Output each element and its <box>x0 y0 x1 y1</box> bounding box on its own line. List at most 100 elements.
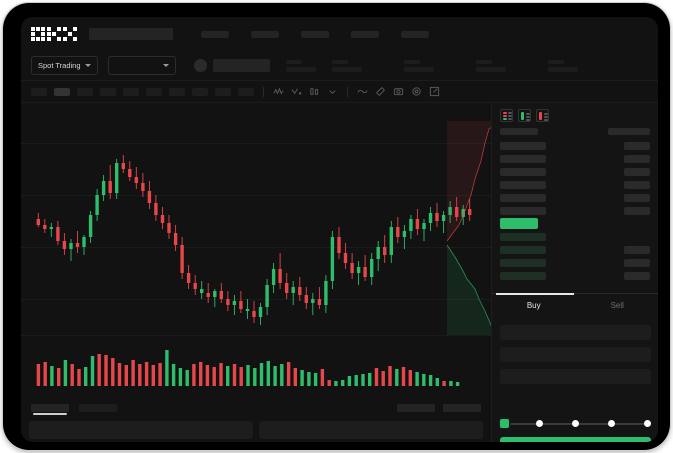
timeframe-7[interactable] <box>192 87 208 96</box>
stat-label <box>547 59 564 64</box>
orderbook-quantity <box>624 167 650 176</box>
chart-footer-tabs <box>21 397 491 419</box>
ticker-symbol-label <box>212 59 270 72</box>
slider-step-100[interactable] <box>644 420 651 427</box>
fullscreen-icon[interactable] <box>429 86 440 97</box>
amount-slider[interactable] <box>500 418 651 430</box>
orderbook-view-both-icon[interactable] <box>500 109 513 122</box>
orderbook-row[interactable] <box>500 230 650 243</box>
chevron-down-icon[interactable] <box>327 86 338 97</box>
orderbook-quantity <box>624 258 650 267</box>
stat-label <box>403 59 420 64</box>
orderbook-quantity <box>624 206 650 215</box>
bottom-panel-1[interactable] <box>259 421 483 439</box>
active-tab-underline <box>33 413 67 415</box>
orderbook-row[interactable] <box>500 165 650 178</box>
stat-value <box>331 66 362 72</box>
chart-type-icon[interactable] <box>309 86 320 97</box>
chart-tab-0[interactable] <box>31 404 69 412</box>
orderbook-row[interactable] <box>500 152 650 165</box>
orderbook-row[interactable] <box>500 243 650 256</box>
chart-footer-item-1[interactable] <box>443 404 481 412</box>
orderbook-price <box>500 154 546 163</box>
ticker-stat-0 <box>285 59 316 72</box>
orderbook-row[interactable] <box>500 178 650 191</box>
chart-tab-1[interactable] <box>79 404 117 412</box>
app-header <box>21 17 658 51</box>
compare-icon[interactable] <box>291 86 302 97</box>
order-field-2[interactable] <box>500 369 651 384</box>
timeframe-8[interactable] <box>215 87 231 96</box>
orderbook-panel: Buy Sell <box>491 103 658 442</box>
orderbook-price <box>500 232 546 241</box>
toolbar-divider <box>263 86 264 97</box>
orderbook-price <box>500 141 546 150</box>
order-field-0[interactable] <box>500 325 651 340</box>
gridline <box>21 195 491 196</box>
stat-label <box>331 59 348 64</box>
nav-item-3[interactable] <box>351 30 379 38</box>
orderbook-row[interactable] <box>500 191 650 204</box>
bottom-panel-0[interactable] <box>29 421 253 439</box>
pair-selector[interactable] <box>107 56 176 75</box>
order-form-tabs: Buy Sell <box>492 293 658 317</box>
timeframe-3[interactable] <box>100 87 116 96</box>
tablet-screen: Spot Trading <box>21 17 658 442</box>
submit-order-button[interactable] <box>500 437 651 442</box>
orderbook-price <box>500 218 538 229</box>
indicator-icon[interactable] <box>273 86 284 97</box>
line-chart-icon[interactable] <box>357 86 368 97</box>
stat-label <box>285 59 302 64</box>
logo-letter-x <box>63 27 77 41</box>
orderbook-column-qty <box>608 128 650 135</box>
nav-item-2[interactable] <box>301 30 329 38</box>
timeframe-5[interactable] <box>146 87 162 96</box>
orderbook-row[interactable] <box>500 256 650 269</box>
active-tab-underline <box>496 293 574 295</box>
orderbook-view-modes <box>492 103 658 126</box>
tablet-bezel: Spot Trading <box>3 3 670 450</box>
timeframe-6[interactable] <box>169 87 185 96</box>
gridline <box>21 143 491 144</box>
timeframe-4[interactable] <box>123 87 139 96</box>
stat-label <box>475 59 492 64</box>
ruler-icon[interactable] <box>375 86 386 97</box>
trading-mode-selector[interactable]: Spot Trading <box>31 56 98 75</box>
timeframe-1[interactable] <box>54 87 70 96</box>
tab-buy[interactable]: Buy <box>526 301 541 310</box>
orderbook-view-bids-icon[interactable] <box>518 109 531 122</box>
chevron-down-icon <box>162 64 169 67</box>
ticker-symbol[interactable] <box>193 59 270 72</box>
slider-step-75[interactable] <box>608 420 615 427</box>
timeframe-0[interactable] <box>31 87 47 96</box>
header-nav <box>201 30 429 38</box>
candlestick-series <box>36 155 472 325</box>
price-chart[interactable] <box>21 103 491 333</box>
stat-value <box>475 66 506 72</box>
nav-item-1[interactable] <box>251 30 279 38</box>
nav-item-0[interactable] <box>201 30 229 38</box>
trading-mode-label: Spot Trading <box>38 61 81 70</box>
volume-chart[interactable] <box>21 335 491 397</box>
timeframe-2[interactable] <box>77 87 93 96</box>
orderbook-row[interactable] <box>500 269 650 282</box>
order-field-1[interactable] <box>500 347 651 362</box>
nav-item-4[interactable] <box>401 30 429 38</box>
slider-handle[interactable] <box>500 419 509 428</box>
order-form-fields <box>492 325 658 391</box>
okx-logo[interactable] <box>31 27 77 41</box>
timeframe-9[interactable] <box>238 87 254 96</box>
orderbook-row[interactable] <box>500 204 650 217</box>
settings-icon[interactable] <box>411 86 422 97</box>
orderbook-view-asks-icon[interactable] <box>536 109 549 122</box>
orderbook-row[interactable] <box>500 217 650 230</box>
slider-step-50[interactable] <box>572 420 579 427</box>
chart-footer-item-0[interactable] <box>397 404 435 412</box>
orderbook-row[interactable] <box>500 139 650 152</box>
orderbook-price <box>500 167 546 176</box>
orderbook-column-price <box>500 128 538 135</box>
search-input[interactable] <box>89 28 173 40</box>
slider-step-25[interactable] <box>536 420 543 427</box>
tab-sell[interactable]: Sell <box>610 301 624 310</box>
camera-icon[interactable] <box>393 86 404 97</box>
